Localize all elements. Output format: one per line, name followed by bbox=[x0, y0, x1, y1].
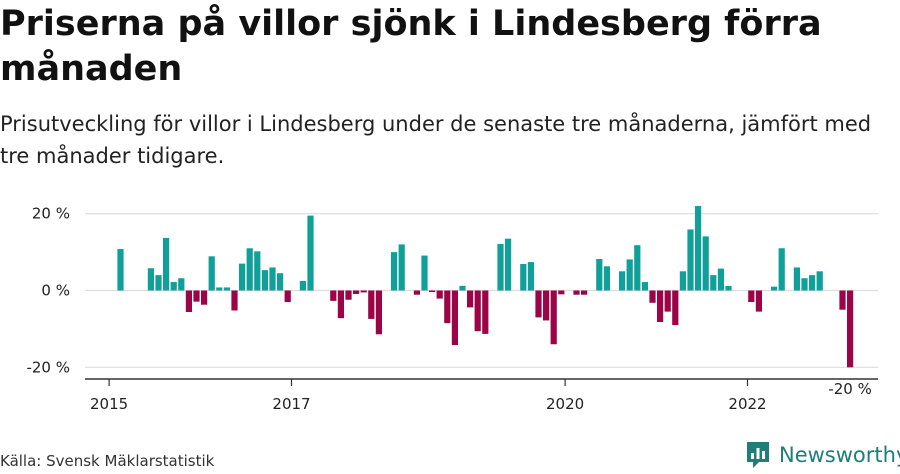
x-axis bbox=[85, 378, 878, 386]
y-tick-label: -20 % bbox=[26, 358, 70, 376]
bar bbox=[398, 244, 405, 291]
bar bbox=[353, 290, 360, 294]
x-tick-label: 2015 bbox=[90, 395, 128, 413]
bar bbox=[482, 290, 489, 334]
bar bbox=[421, 255, 428, 291]
bars bbox=[117, 206, 854, 368]
bar bbox=[467, 290, 474, 308]
bar bbox=[550, 290, 557, 345]
bar bbox=[520, 264, 527, 291]
bar bbox=[368, 290, 375, 319]
bar bbox=[155, 275, 162, 291]
bar bbox=[664, 290, 671, 312]
bar bbox=[216, 287, 223, 291]
bar bbox=[809, 275, 816, 291]
bar bbox=[505, 238, 512, 291]
bar-chart: 20 % 0 % -20 % 2015 2017 2020 2022 -20 % bbox=[26, 205, 878, 413]
x-tick-label: 2022 bbox=[728, 395, 766, 413]
bar bbox=[284, 290, 291, 303]
bar bbox=[619, 271, 626, 291]
bar bbox=[436, 290, 443, 299]
bar bbox=[163, 237, 170, 291]
bar bbox=[307, 215, 314, 291]
bar bbox=[360, 290, 367, 293]
chart-title: Priserna på villor sjönk i Lindesberg fö… bbox=[0, 4, 822, 89]
bar bbox=[451, 290, 458, 346]
bar bbox=[535, 290, 542, 318]
bar bbox=[459, 285, 466, 291]
bar bbox=[581, 290, 588, 295]
bar bbox=[261, 270, 268, 291]
bar bbox=[657, 290, 664, 322]
bar bbox=[649, 290, 656, 303]
bar bbox=[634, 245, 641, 291]
bar bbox=[337, 290, 344, 319]
bar bbox=[839, 290, 846, 310]
bar bbox=[375, 290, 382, 335]
bar bbox=[543, 290, 550, 321]
y-tick-label: 0 % bbox=[41, 282, 70, 300]
bar bbox=[201, 290, 208, 305]
bar bbox=[277, 273, 284, 291]
bar bbox=[558, 290, 565, 295]
bar bbox=[778, 248, 785, 291]
bar bbox=[725, 285, 732, 291]
bar bbox=[185, 290, 192, 312]
bar bbox=[527, 262, 534, 291]
y-tick-label: 20 % bbox=[32, 205, 70, 223]
bar bbox=[345, 290, 352, 300]
brand-name: Newsworthy bbox=[779, 443, 900, 467]
bar bbox=[793, 267, 800, 291]
bar bbox=[679, 271, 686, 291]
bar bbox=[269, 267, 276, 291]
bar bbox=[330, 290, 337, 301]
last-value-label: -20 % bbox=[828, 380, 872, 398]
bar bbox=[573, 290, 580, 295]
bar bbox=[223, 287, 230, 291]
newsworthy-logo-icon bbox=[747, 442, 769, 468]
bar bbox=[755, 290, 762, 312]
bar bbox=[239, 263, 246, 291]
labels: 20 % 0 % -20 % 2015 2017 2020 2022 -20 % bbox=[26, 205, 871, 413]
bar bbox=[474, 290, 481, 332]
bar bbox=[170, 282, 177, 291]
bar bbox=[687, 229, 694, 291]
bar bbox=[771, 286, 778, 291]
bar bbox=[299, 280, 306, 291]
bar bbox=[816, 271, 823, 291]
x-tick-label: 2020 bbox=[546, 395, 584, 413]
bar bbox=[695, 206, 702, 291]
bar bbox=[672, 290, 679, 326]
bar bbox=[246, 248, 253, 291]
bar bbox=[444, 290, 451, 324]
bar bbox=[702, 236, 709, 291]
bar bbox=[254, 251, 261, 291]
bar bbox=[117, 249, 124, 291]
bar bbox=[603, 266, 610, 291]
bar bbox=[208, 256, 215, 291]
bar bbox=[801, 278, 808, 291]
bar bbox=[717, 268, 724, 291]
bar bbox=[710, 275, 717, 291]
bar bbox=[429, 290, 436, 293]
source-note: Källa: Svensk Mäklarstatistik bbox=[0, 452, 215, 470]
bar bbox=[641, 282, 648, 291]
x-tick-label: 2017 bbox=[272, 395, 310, 413]
newsworthy-brand: Newsworthy bbox=[745, 440, 900, 470]
bar bbox=[193, 290, 200, 302]
bar bbox=[178, 278, 185, 291]
bar bbox=[748, 290, 755, 303]
bar bbox=[147, 268, 154, 291]
bar bbox=[413, 290, 420, 295]
bar bbox=[231, 290, 238, 311]
bar bbox=[847, 290, 854, 368]
bar bbox=[626, 259, 633, 291]
bar bbox=[497, 244, 504, 291]
bar bbox=[596, 259, 603, 291]
chart-subtitle: Prisutveckling för villor i Lindesberg u… bbox=[0, 112, 872, 168]
bar bbox=[391, 252, 398, 291]
